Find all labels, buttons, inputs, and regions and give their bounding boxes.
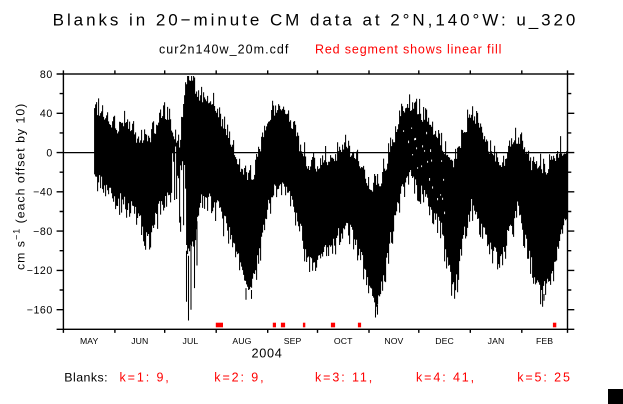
svg-text:cur2n140w_20m.cdf: cur2n140w_20m.cdf bbox=[159, 43, 289, 57]
svg-text:40: 40 bbox=[40, 108, 53, 120]
svg-text:Blanks in 20−minute CM data at: Blanks in 20−minute CM data at 2°N,140°W… bbox=[53, 10, 579, 29]
svg-text:AUG: AUG bbox=[232, 336, 251, 346]
svg-text:k=3: 11,: k=3: 11, bbox=[315, 371, 374, 385]
svg-text:0: 0 bbox=[46, 147, 52, 159]
svg-text:JUN: JUN bbox=[131, 336, 148, 346]
svg-text:MAY: MAY bbox=[80, 336, 99, 346]
svg-text:JUL: JUL bbox=[183, 336, 199, 346]
svg-text:cm s−1 (each offset by 10): cm s−1 (each offset by 10) bbox=[12, 103, 28, 270]
svg-text:JAN: JAN bbox=[488, 336, 505, 346]
svg-text:−40: −40 bbox=[33, 187, 53, 199]
svg-text:−120: −120 bbox=[27, 265, 53, 277]
svg-text:k=1: 9,: k=1: 9, bbox=[120, 371, 171, 385]
svg-text:−160: −160 bbox=[27, 305, 53, 317]
svg-text:2004: 2004 bbox=[251, 347, 282, 361]
svg-text:Red segment shows linear fill: Red segment shows linear fill bbox=[315, 43, 502, 57]
svg-text:SEP: SEP bbox=[284, 336, 302, 346]
svg-text:k=4: 41,: k=4: 41, bbox=[416, 371, 476, 385]
svg-text:Blanks:: Blanks: bbox=[64, 371, 108, 385]
svg-text:NOV: NOV bbox=[384, 336, 403, 346]
svg-text:FEB: FEB bbox=[536, 336, 553, 346]
svg-text:k=5: 25: k=5: 25 bbox=[517, 371, 572, 385]
svg-text:DEC: DEC bbox=[435, 336, 454, 346]
svg-text:OCT: OCT bbox=[334, 336, 353, 346]
svg-text:80: 80 bbox=[40, 69, 53, 81]
svg-text:k=2: 9,: k=2: 9, bbox=[214, 371, 265, 385]
svg-text:−80: −80 bbox=[33, 226, 53, 238]
